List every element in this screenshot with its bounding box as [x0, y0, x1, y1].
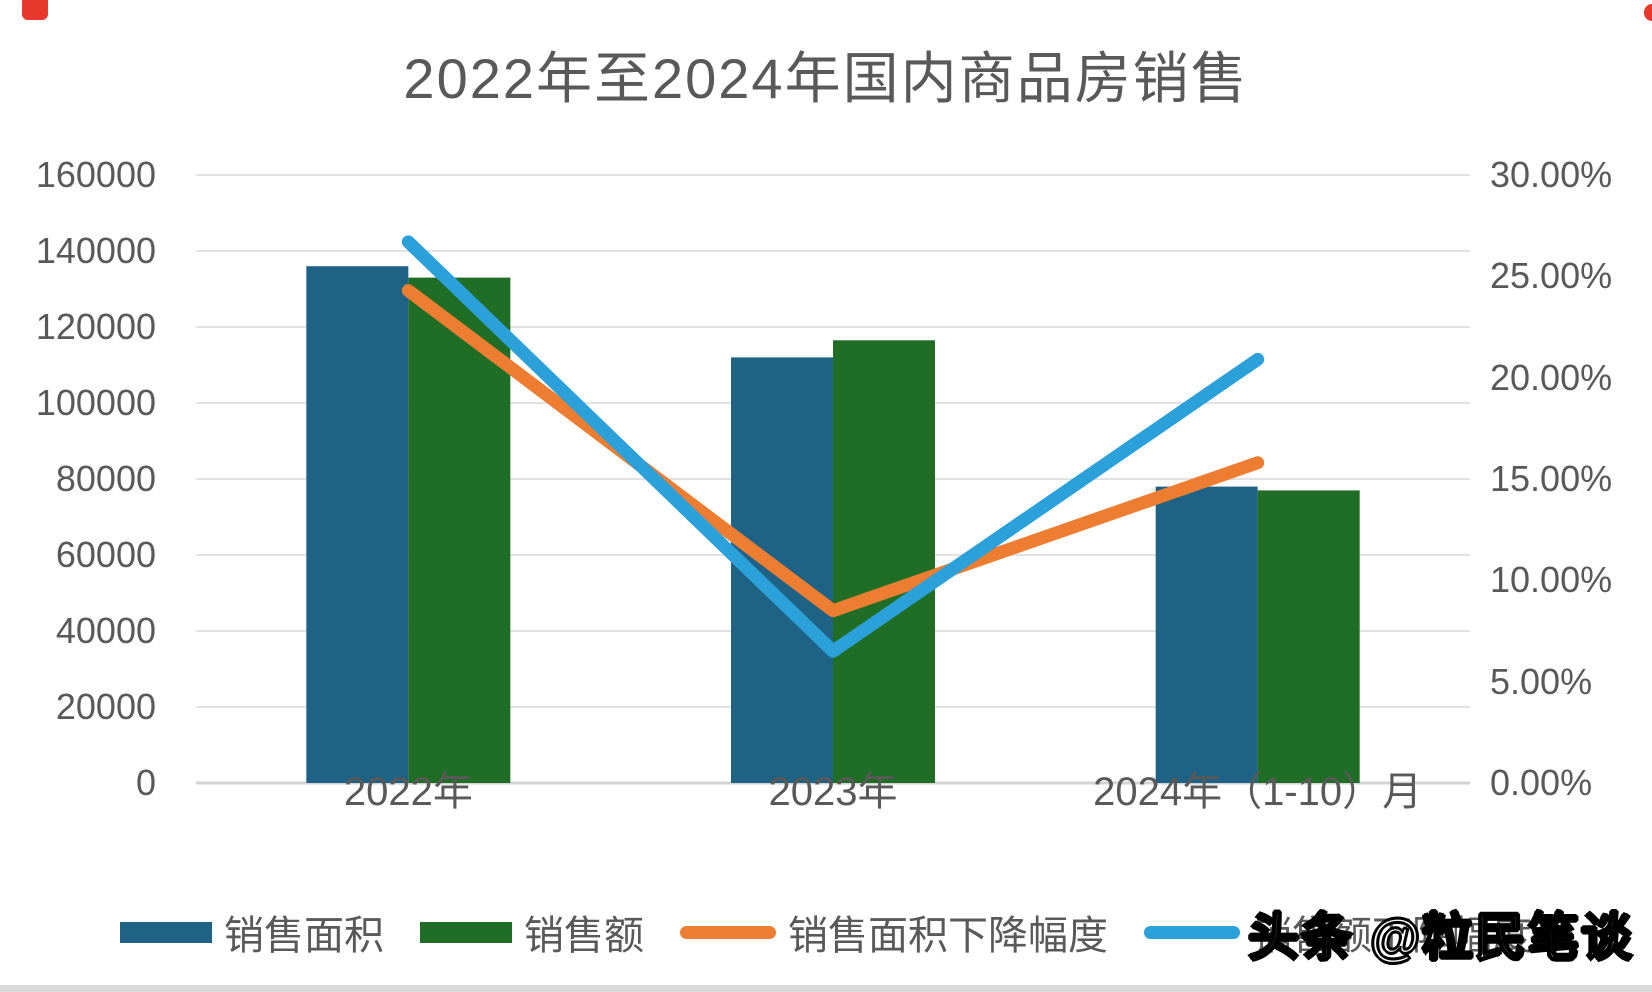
- sales-amount-swatch: [420, 921, 512, 943]
- red-corner-mark-right: [1644, 4, 1652, 21]
- bottom-strip: [0, 985, 1652, 992]
- legend-item-sales-area: 销售面积: [120, 903, 384, 961]
- bar-销售面积-2022年: [306, 266, 409, 783]
- chart-title: 2022年至2024年国内商品房销售: [403, 47, 1249, 110]
- legend-item-sales-amount: 销售额: [420, 903, 644, 961]
- right-axis-tick-label: 25.00%: [1490, 255, 1613, 297]
- watermark: 头条 @粒民笔谈: [1247, 908, 1634, 967]
- left-axis-tick-label: 140000: [35, 230, 156, 271]
- left-axis-tick-label: 80000: [55, 458, 156, 499]
- left-axis-tick-label: 40000: [55, 610, 156, 651]
- left-axis-tick-label: 160000: [35, 154, 156, 195]
- left-axis-tick-label: 120000: [35, 306, 156, 347]
- category-tick-label: 2022年: [343, 770, 473, 814]
- line-销售面积下降幅度: [401, 284, 1265, 618]
- right-axis-tick-label: 20.00%: [1490, 356, 1613, 398]
- area-decline-swatch: [680, 925, 776, 939]
- amount-decline-swatch: [1144, 925, 1240, 939]
- right-axis-tick-label: 30.00%: [1490, 154, 1613, 195]
- bar-销售额-2023年: [833, 340, 935, 783]
- legend-label: 销售额: [524, 914, 644, 958]
- left-axis-tick-label: 100000: [35, 382, 156, 423]
- legend-item-amount-decline: 销售额下降幅度: [1144, 903, 1532, 961]
- left-axis-tick-label: 0: [135, 762, 156, 803]
- legend-label: 销售额下降幅度: [1252, 914, 1532, 958]
- left-axis-tick-label: 60000: [55, 534, 156, 575]
- right-axis-tick-label: 5.00%: [1490, 660, 1593, 702]
- sales-area-swatch: [120, 921, 212, 943]
- bar-销售面积-2024年（1-10）月: [1155, 486, 1258, 783]
- right-axis-tick-label: 0.00%: [1490, 762, 1593, 803]
- right-axis-tick-label: 15.00%: [1490, 458, 1613, 499]
- legend-label: 销售面积: [224, 914, 384, 958]
- legend-item-area-decline: 销售面积下降幅度: [680, 903, 1108, 961]
- bar-销售额-2024年（1-10）月: [1257, 490, 1360, 783]
- chart-legend: 销售面积 销售额 销售面积下降幅度 销售额下降幅度: [120, 903, 1532, 961]
- left-axis-tick-label: 20000: [55, 686, 156, 727]
- category-tick-label: 2024年（1-10）月: [1093, 770, 1423, 814]
- right-axis-tick-label: 10.00%: [1490, 559, 1613, 601]
- legend-label: 销售面积下降幅度: [788, 914, 1108, 958]
- category-tick-label: 2023年: [768, 770, 898, 814]
- red-corner-mark-left: [22, 0, 48, 20]
- line-销售额下降幅度: [401, 235, 1265, 658]
